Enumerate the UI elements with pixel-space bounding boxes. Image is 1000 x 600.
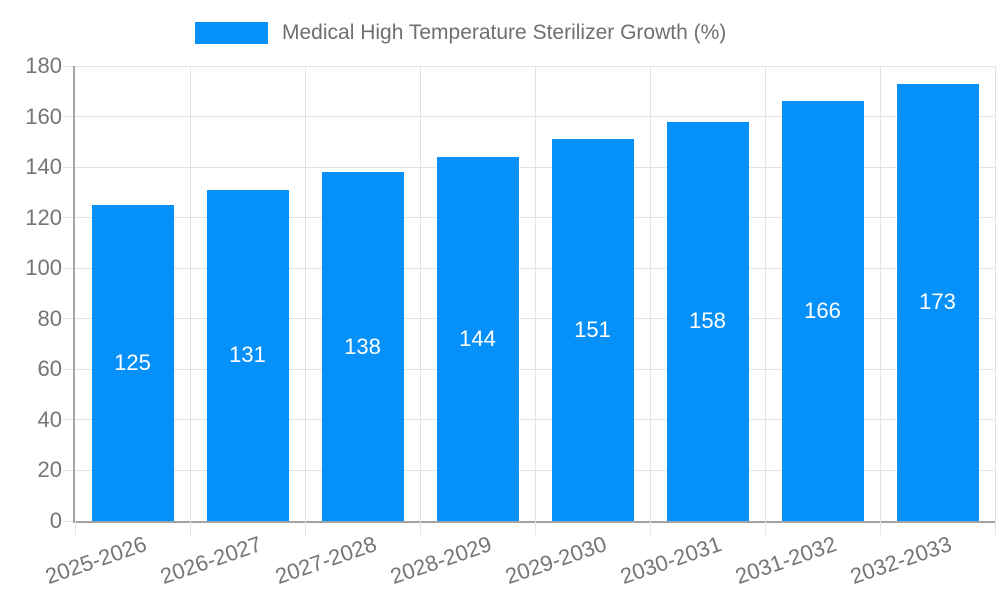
bar-2027-2028: 138	[321, 172, 404, 521]
legend-label: Medical High Temperature Sterilizer Grow…	[282, 21, 727, 44]
bar-value-label: 166	[804, 298, 841, 324]
gridline-vertical	[304, 66, 306, 521]
bar-2028-2029: 144	[436, 157, 519, 521]
x-axis-label: 2030-2031	[617, 531, 725, 590]
y-axis-tick	[63, 166, 73, 168]
y-axis-tick	[63, 368, 73, 370]
y-axis-label: 40	[37, 406, 62, 432]
x-axis-label: 2025-2026	[42, 531, 150, 590]
plot-area: 0 20 40 60 80 100 120 140 160 180 125 131 138 144 151 1…	[25, 55, 996, 589]
x-axis-tick	[764, 521, 766, 535]
y-axis-tick	[63, 267, 73, 269]
y-axis-label: 20	[37, 457, 62, 483]
x-axis-label: 2032-2033	[847, 531, 955, 590]
bar-2026-2027: 131	[206, 189, 289, 521]
bar-2031-2032: 166	[781, 101, 864, 521]
x-axis-tick	[994, 521, 996, 535]
y-axis-label: 180	[25, 53, 62, 78]
gridline-vertical	[534, 66, 536, 521]
y-axis-label: 140	[25, 154, 62, 180]
x-axis-label: 2028-2029	[387, 531, 495, 590]
gridline-vertical	[189, 66, 191, 521]
bar-2030-2031: 158	[666, 121, 749, 521]
x-axis-tick	[879, 521, 881, 535]
bar-value-label: 131	[229, 342, 266, 368]
x-axis-tick	[74, 521, 76, 535]
y-axis-tick	[63, 520, 73, 522]
x-axis-tick	[189, 521, 191, 535]
y-axis-label: 0	[49, 508, 62, 533]
y-axis-label: 60	[37, 356, 62, 382]
y-axis-label: 100	[25, 255, 62, 281]
x-axis-tick	[304, 521, 306, 535]
gridline-vertical	[879, 66, 881, 521]
bar-2025-2026: 125	[91, 205, 174, 521]
x-axis-tick	[649, 521, 651, 535]
y-axis-tick	[63, 318, 73, 320]
legend-swatch-icon	[195, 22, 268, 44]
x-axis-tick	[419, 521, 421, 535]
gridline-vertical	[994, 66, 996, 521]
gridline-vertical	[649, 66, 651, 521]
x-axis-label: 2026-2027	[157, 531, 265, 590]
y-axis-label: 160	[25, 103, 62, 129]
gridline-vertical	[764, 66, 766, 521]
bar-value-label: 158	[689, 308, 726, 334]
x-axis-label: 2031-2032	[732, 531, 840, 590]
bar-2029-2030: 151	[551, 139, 634, 521]
y-axis-tick	[63, 65, 73, 67]
y-axis-label: 80	[37, 305, 62, 331]
bar-value-label: 125	[114, 350, 151, 376]
bar-2032-2033: 173	[896, 83, 979, 521]
y-axis-tick	[63, 217, 73, 219]
bar-value-label: 138	[344, 333, 381, 359]
chart-legend[interactable]: Medical High Temperature Sterilizer Grow…	[195, 20, 726, 46]
y-axis-tick	[63, 469, 73, 471]
bar-value-label: 151	[574, 317, 611, 343]
gridline-vertical	[419, 66, 421, 521]
bar-value-label: 144	[459, 326, 496, 351]
x-axis-label: 2027-2028	[272, 531, 380, 590]
bar-value-label: 173	[919, 289, 956, 315]
y-axis-tick	[63, 419, 73, 421]
x-axis-label: 2029-2030	[502, 531, 610, 590]
y-axis-tick	[63, 116, 73, 118]
y-axis-label: 120	[25, 204, 62, 230]
x-axis-tick	[534, 521, 536, 535]
